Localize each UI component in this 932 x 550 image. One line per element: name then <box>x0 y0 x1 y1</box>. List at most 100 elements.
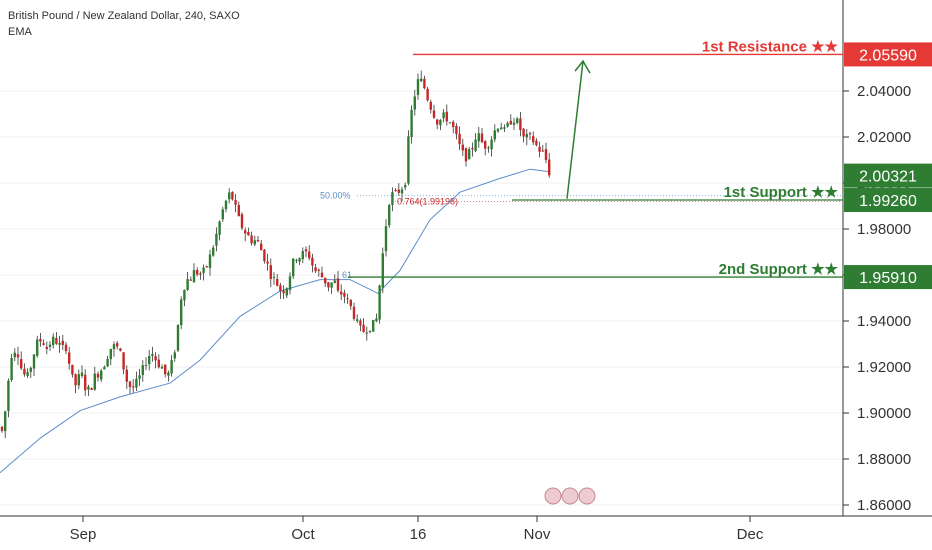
candle-body <box>157 359 160 368</box>
x-tick-label: Dec <box>737 526 764 543</box>
candle-body <box>48 344 52 347</box>
candle-body <box>359 320 362 326</box>
candle-body <box>548 159 551 176</box>
candle-body <box>7 380 10 411</box>
candle-body <box>20 359 23 369</box>
candle-body <box>490 139 493 150</box>
candle-body <box>112 344 116 350</box>
candle-body <box>436 119 439 125</box>
candle-body <box>196 269 199 275</box>
projection-arrow <box>566 61 584 199</box>
candle-body <box>218 221 221 235</box>
candle-body <box>272 276 276 278</box>
candle-body <box>58 342 61 345</box>
candle-body <box>183 289 186 301</box>
candle-body <box>362 324 365 332</box>
candle-body <box>55 337 58 344</box>
candle-body <box>253 240 256 245</box>
candle-body <box>61 340 64 345</box>
candle-body <box>263 249 266 262</box>
candle-body <box>532 136 535 143</box>
candle-body <box>247 231 250 236</box>
candle-body <box>237 205 240 216</box>
projection-arrow-head <box>574 59 591 74</box>
candle-body <box>288 276 292 291</box>
candle-body <box>16 354 20 358</box>
candle-body <box>442 112 445 119</box>
candle-body <box>282 290 285 294</box>
level-label: 2nd Support ★★ <box>719 261 839 278</box>
fib-ema-tag: 61 <box>342 270 352 280</box>
candle-body <box>292 258 295 277</box>
y-tick-label: 1.86000 <box>857 497 911 514</box>
candle-body <box>68 352 71 364</box>
candle-body <box>346 298 349 300</box>
candle-body <box>407 136 410 184</box>
candle-body <box>135 378 138 388</box>
candle-body <box>231 191 234 200</box>
price-badge <box>844 188 932 213</box>
y-tick-label: 2.04000 <box>857 83 911 100</box>
candle-body <box>509 120 512 125</box>
candle-body <box>320 272 324 278</box>
price-badge-label: 1.95910 <box>859 270 917 287</box>
candle-body <box>224 200 228 210</box>
candle-body <box>384 226 388 252</box>
candle-body <box>484 141 487 149</box>
y-tick-label: 1.94000 <box>857 313 911 330</box>
candle-body <box>240 214 244 229</box>
tool-widget-icon[interactable] <box>544 487 596 505</box>
candle-body <box>423 78 426 89</box>
candle-body <box>420 78 423 82</box>
candle-body <box>340 291 343 295</box>
candle-body <box>464 148 468 162</box>
candle-body <box>228 192 231 200</box>
candle-body <box>487 147 490 149</box>
candle-body <box>381 253 384 288</box>
price-badge <box>844 265 932 290</box>
candle-body <box>317 269 320 271</box>
candle-body <box>458 133 461 145</box>
candle-body <box>426 88 429 101</box>
price-badge-label: 2.05590 <box>859 47 917 64</box>
candle-body <box>391 192 394 205</box>
candle-body <box>144 364 148 366</box>
candle-body <box>388 204 391 226</box>
candle-body <box>368 330 372 332</box>
candle-body <box>32 354 36 369</box>
candle-body <box>90 388 93 390</box>
candle-body <box>500 127 503 130</box>
candle-body <box>26 372 29 376</box>
candle-body <box>132 386 135 388</box>
candle-body <box>29 367 32 372</box>
candle-body <box>71 364 74 375</box>
candle-body <box>13 352 16 358</box>
candle-body <box>330 282 333 288</box>
candle-body <box>468 149 471 160</box>
candle-body <box>164 364 167 375</box>
candle-body <box>256 239 260 242</box>
candle-body <box>87 386 90 390</box>
candle-body <box>474 139 477 152</box>
candle-body <box>151 353 154 356</box>
level-label: 1st Resistance ★★ <box>702 38 839 55</box>
candle-body <box>477 133 480 142</box>
candle-body <box>538 146 541 152</box>
y-tick-label: 1.88000 <box>857 451 911 468</box>
candle-body <box>106 359 109 367</box>
candle-body <box>506 122 509 127</box>
level-label: 1st Support ★★ <box>724 184 839 201</box>
candle-body <box>314 267 317 272</box>
candle-body <box>394 189 397 191</box>
candle-body <box>141 365 144 376</box>
candle-body <box>512 122 516 125</box>
candle-body <box>496 128 500 132</box>
candle-body <box>301 251 304 260</box>
candle-body <box>429 101 432 110</box>
candle-body <box>93 373 96 390</box>
candle-body <box>308 251 311 259</box>
candle-body <box>324 277 327 284</box>
candle-body <box>167 372 170 376</box>
candle-body <box>535 140 538 146</box>
